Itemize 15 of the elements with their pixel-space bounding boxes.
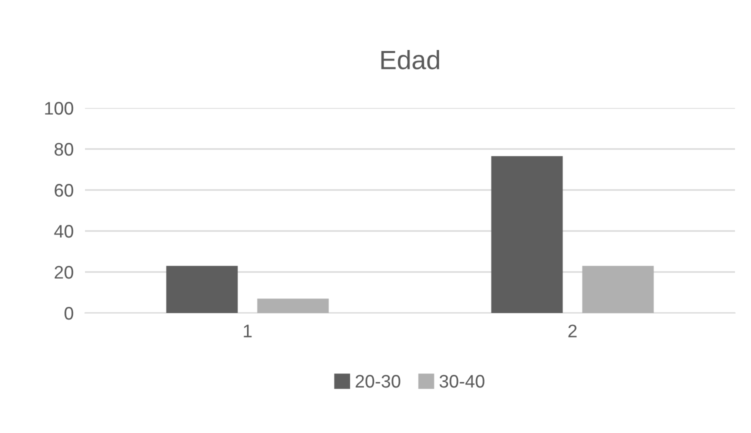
bar (491, 156, 563, 313)
bar (257, 298, 329, 313)
bar (582, 266, 654, 313)
y-tick-label: 60 (54, 184, 74, 197)
y-tick-label: 20 (54, 266, 74, 279)
y-tick-label: 0 (64, 306, 74, 320)
legend-label: 30-40 (440, 374, 484, 388)
y-tick-label: 100 (45, 102, 74, 115)
x-tick-label: 1 (244, 324, 252, 338)
y-tick-label: 40 (54, 224, 74, 238)
chart-title: Edad (381, 50, 440, 70)
bar (166, 266, 238, 313)
x-tick-label: 2 (568, 324, 577, 338)
legend-label: 20-30 (356, 374, 400, 388)
y-tick-label: 80 (54, 142, 74, 156)
